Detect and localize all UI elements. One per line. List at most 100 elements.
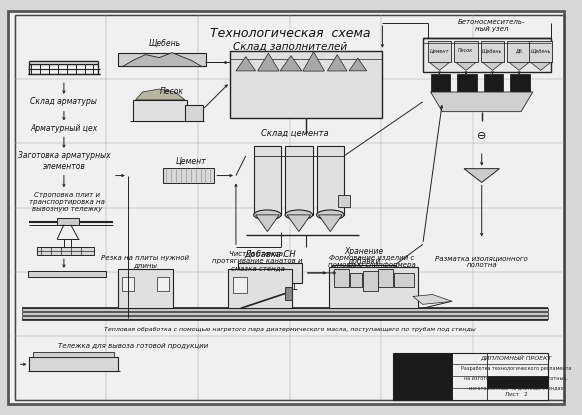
Bar <box>185 105 203 122</box>
Polygon shape <box>280 56 302 71</box>
Bar <box>378 269 393 287</box>
Polygon shape <box>258 53 279 71</box>
Ellipse shape <box>210 168 218 183</box>
Polygon shape <box>236 56 255 71</box>
Bar <box>254 146 281 215</box>
Ellipse shape <box>254 141 281 151</box>
Circle shape <box>172 118 182 129</box>
Text: Тепловая обработка с помощью нагретого пара диатермического масла, поступающего : Тепловая обработка с помощью нагретого п… <box>104 327 476 332</box>
Text: изготовленных на длинных стендах: изготовленных на длинных стендах <box>469 386 563 391</box>
Circle shape <box>489 80 498 88</box>
Bar <box>119 269 172 308</box>
Polygon shape <box>509 63 529 71</box>
Bar <box>338 195 350 207</box>
Text: Цемент: Цемент <box>175 156 206 165</box>
Circle shape <box>516 80 524 88</box>
Polygon shape <box>431 92 533 112</box>
Text: Цемент: Цемент <box>430 48 449 53</box>
Bar <box>239 263 302 283</box>
Circle shape <box>144 118 155 129</box>
Polygon shape <box>456 63 476 71</box>
Polygon shape <box>318 215 342 232</box>
Circle shape <box>194 64 203 72</box>
Text: Добавка СН: Добавка СН <box>244 250 296 259</box>
Ellipse shape <box>391 265 400 285</box>
Ellipse shape <box>254 210 281 220</box>
Ellipse shape <box>463 127 501 146</box>
Circle shape <box>474 167 489 183</box>
Circle shape <box>78 74 83 79</box>
Bar <box>27 271 106 277</box>
Bar <box>285 287 292 300</box>
Circle shape <box>304 52 310 58</box>
Bar <box>350 273 362 287</box>
Circle shape <box>76 276 81 281</box>
Bar <box>118 53 207 66</box>
Circle shape <box>187 118 198 129</box>
Polygon shape <box>136 89 185 100</box>
Ellipse shape <box>297 263 307 283</box>
Circle shape <box>32 276 37 281</box>
Circle shape <box>35 74 40 79</box>
Circle shape <box>56 74 62 79</box>
Ellipse shape <box>42 272 49 276</box>
Polygon shape <box>303 52 324 71</box>
Circle shape <box>94 369 102 377</box>
Ellipse shape <box>233 263 243 283</box>
Polygon shape <box>482 63 502 71</box>
Ellipse shape <box>338 191 350 199</box>
Bar <box>133 100 187 122</box>
Text: Арматурный цех: Арматурный цех <box>30 124 98 133</box>
Bar <box>163 168 214 183</box>
Polygon shape <box>430 63 449 71</box>
Bar <box>317 146 344 215</box>
Text: Склад цемента: Склад цемента <box>261 129 329 138</box>
Circle shape <box>91 276 96 281</box>
Text: ⊖: ⊖ <box>477 131 487 141</box>
Bar <box>233 277 247 293</box>
Bar <box>423 38 551 72</box>
Bar <box>230 51 382 117</box>
Circle shape <box>463 80 471 88</box>
Ellipse shape <box>285 141 313 151</box>
Circle shape <box>47 276 52 281</box>
Text: на изготовление плит многопустотных,: на изготовление плит многопустотных, <box>464 376 568 381</box>
Bar <box>37 247 94 255</box>
Bar <box>332 265 396 285</box>
Bar <box>22 316 548 319</box>
Bar <box>157 277 169 290</box>
Bar <box>394 273 414 287</box>
Ellipse shape <box>451 274 489 303</box>
Polygon shape <box>255 215 279 232</box>
Polygon shape <box>413 295 452 304</box>
Ellipse shape <box>317 141 344 151</box>
Text: Формование изделий с
помощью слипформера: Формование изделий с помощью слипформера <box>328 254 416 268</box>
Polygon shape <box>349 58 367 71</box>
Ellipse shape <box>455 122 509 151</box>
Text: Песок: Песок <box>160 88 184 96</box>
Ellipse shape <box>465 284 475 293</box>
Ellipse shape <box>78 272 85 276</box>
Polygon shape <box>327 55 347 71</box>
Text: Резка на плиты нужной
длины: Резка на плиты нужной длины <box>101 254 190 268</box>
Bar <box>457 74 477 92</box>
Text: Технологическая  схема: Технологическая схема <box>210 27 370 39</box>
Polygon shape <box>464 168 499 183</box>
Text: Склад заполнителей: Склад заполнителей <box>233 42 347 52</box>
Bar <box>393 352 548 400</box>
Text: Разматка изоляционного
полотна: Разматка изоляционного полотна <box>435 254 528 268</box>
Bar <box>510 74 530 92</box>
Bar <box>529 41 552 63</box>
Text: Дб.: Дб. <box>515 48 523 53</box>
Circle shape <box>122 64 130 72</box>
Circle shape <box>36 369 43 377</box>
Text: Склад арматуры: Склад арматуры <box>30 98 97 106</box>
Text: Тележка для вывоза готовой продукции: Тележка для вывоза готовой продукции <box>58 343 208 349</box>
Ellipse shape <box>159 168 167 183</box>
Text: Щебень: Щебень <box>482 48 503 53</box>
Text: Бетоносмеситель-
ный узел: Бетоносмеситель- ный узел <box>458 19 526 32</box>
Bar <box>334 269 349 287</box>
Ellipse shape <box>327 265 337 285</box>
Ellipse shape <box>55 272 62 276</box>
Bar <box>363 271 378 290</box>
